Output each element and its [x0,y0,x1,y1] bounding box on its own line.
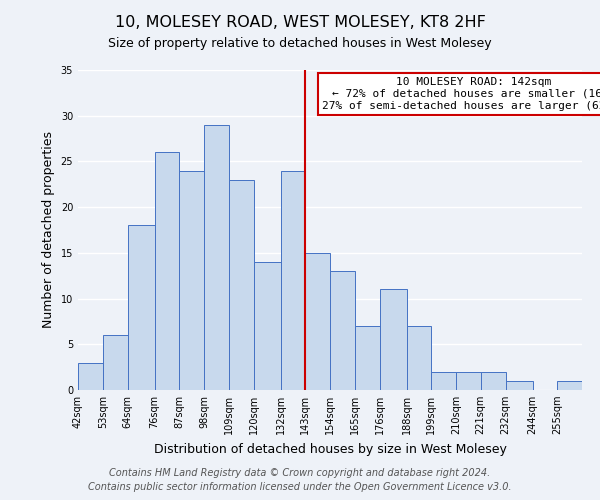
Bar [155,152,179,390]
Text: Contains HM Land Registry data © Crown copyright and database right 2024.
Contai: Contains HM Land Registry data © Crown c… [88,468,512,492]
Bar [380,290,407,390]
X-axis label: Distribution of detached houses by size in West Molesey: Distribution of detached houses by size … [154,442,506,456]
Bar [103,335,128,390]
Bar [254,262,281,390]
Text: Size of property relative to detached houses in West Molesey: Size of property relative to detached ho… [108,38,492,51]
Bar [204,125,229,390]
Bar [407,326,431,390]
Text: 10 MOLESEY ROAD: 142sqm
← 72% of detached houses are smaller (163)
27% of semi-d: 10 MOLESEY ROAD: 142sqm ← 72% of detache… [322,78,600,110]
Bar [456,372,481,390]
Bar [78,362,103,390]
Bar [330,271,355,390]
Bar [355,326,380,390]
Bar [229,180,254,390]
Bar [481,372,505,390]
Bar [431,372,456,390]
Y-axis label: Number of detached properties: Number of detached properties [42,132,55,328]
Text: 10, MOLESEY ROAD, WEST MOLESEY, KT8 2HF: 10, MOLESEY ROAD, WEST MOLESEY, KT8 2HF [115,15,485,30]
Bar [505,381,533,390]
Bar [128,226,155,390]
Bar [179,170,204,390]
Bar [281,170,305,390]
Bar [557,381,582,390]
Bar [305,253,330,390]
